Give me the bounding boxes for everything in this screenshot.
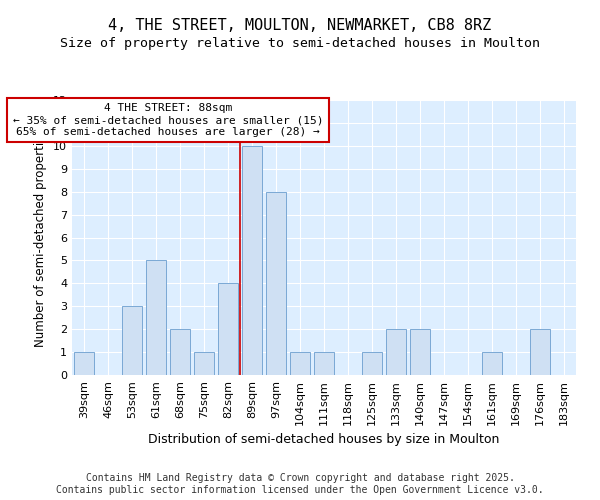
Bar xyxy=(146,260,166,375)
Y-axis label: Number of semi-detached properties: Number of semi-detached properties xyxy=(34,128,47,347)
Bar xyxy=(242,146,262,375)
Bar xyxy=(530,329,550,375)
Text: 4 THE STREET: 88sqm
← 35% of semi-detached houses are smaller (15)
65% of semi-d: 4 THE STREET: 88sqm ← 35% of semi-detach… xyxy=(13,104,323,136)
Bar xyxy=(218,284,238,375)
Bar xyxy=(266,192,286,375)
Bar xyxy=(74,352,94,375)
Bar xyxy=(194,352,214,375)
Bar xyxy=(170,329,190,375)
Bar xyxy=(386,329,406,375)
Bar xyxy=(122,306,142,375)
Bar xyxy=(362,352,382,375)
Bar xyxy=(290,352,310,375)
Text: Size of property relative to semi-detached houses in Moulton: Size of property relative to semi-detach… xyxy=(60,38,540,51)
Text: Contains HM Land Registry data © Crown copyright and database right 2025.
Contai: Contains HM Land Registry data © Crown c… xyxy=(56,474,544,495)
X-axis label: Distribution of semi-detached houses by size in Moulton: Distribution of semi-detached houses by … xyxy=(148,433,500,446)
Text: 4, THE STREET, MOULTON, NEWMARKET, CB8 8RZ: 4, THE STREET, MOULTON, NEWMARKET, CB8 8… xyxy=(109,18,491,32)
Bar xyxy=(410,329,430,375)
Bar xyxy=(314,352,334,375)
Bar xyxy=(482,352,502,375)
